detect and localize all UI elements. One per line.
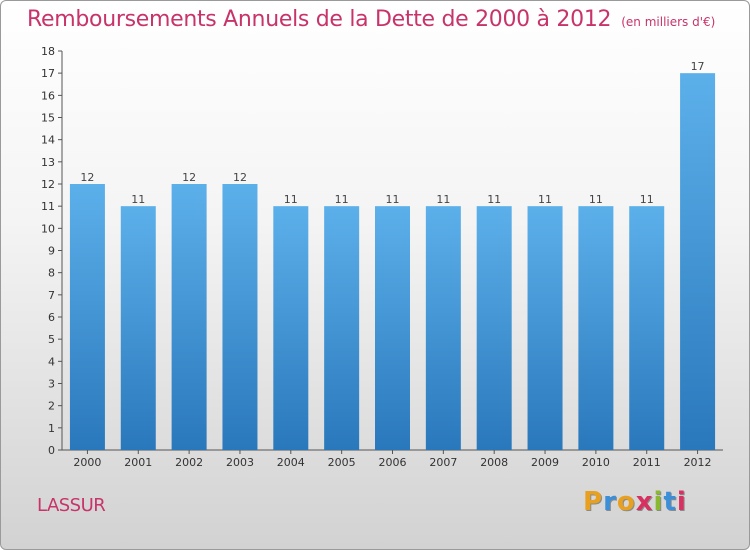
value-label-2005: 11 <box>335 193 349 206</box>
x-tick-label-2004: 2004 <box>277 456 305 469</box>
x-tick-label-2002: 2002 <box>175 456 203 469</box>
x-tick-label-2010: 2010 <box>582 456 610 469</box>
x-tick-label-2009: 2009 <box>531 456 559 469</box>
bar-2001 <box>120 206 156 450</box>
x-tick-label-2001: 2001 <box>124 456 152 469</box>
bar-2006 <box>375 206 410 450</box>
y-tick-label: 18 <box>41 45 55 58</box>
bar-2003 <box>222 184 258 450</box>
value-label-2002: 12 <box>182 171 196 184</box>
logo-letter: o <box>616 487 636 517</box>
logo-letter: i <box>676 487 687 517</box>
y-tick-label: 15 <box>41 112 55 125</box>
logo-letter: i <box>653 487 664 517</box>
logo-letter: t <box>663 487 677 517</box>
value-label-2000: 12 <box>80 171 94 184</box>
y-tick-label: 0 <box>48 444 55 457</box>
bar-2000 <box>69 184 105 450</box>
value-label-2004: 11 <box>284 193 298 206</box>
value-label-2010: 11 <box>589 193 603 206</box>
y-tick-label: 13 <box>41 156 55 169</box>
logo-letter: x <box>635 487 654 517</box>
value-label-2008: 11 <box>487 193 501 206</box>
bar-2010 <box>578 206 614 450</box>
bar-2012 <box>680 73 716 451</box>
chart-title: Remboursements Annuels de la Dette de 20… <box>27 7 715 32</box>
y-tick-label: 17 <box>41 67 55 80</box>
y-tick-label: 3 <box>48 378 55 391</box>
x-tick-label-2003: 2003 <box>226 456 254 469</box>
value-label-2009: 11 <box>538 193 552 206</box>
bar-2007 <box>425 206 461 450</box>
y-tick-label: 9 <box>48 245 55 258</box>
x-tick-label-2000: 2000 <box>73 456 101 469</box>
x-tick-label-2007: 2007 <box>429 456 457 469</box>
y-tick-label: 12 <box>41 178 55 191</box>
y-tick-label: 2 <box>48 400 55 413</box>
chart-bars: 12 11 12 12 11 11 11 11 11 11 11 11 17 <box>69 60 716 451</box>
y-tick-label: 4 <box>48 355 55 368</box>
y-tick-label: 10 <box>41 222 55 235</box>
chart-title-text: Remboursements Annuels de la Dette de 20… <box>27 7 612 32</box>
y-tick-label: 11 <box>41 200 55 213</box>
value-label-2012: 17 <box>691 60 705 73</box>
x-tick-label-2011: 2011 <box>633 456 661 469</box>
value-label-2011: 11 <box>640 193 654 206</box>
bar-2002 <box>171 184 207 450</box>
y-tick-label: 1 <box>48 422 55 435</box>
x-tick-label-2008: 2008 <box>480 456 508 469</box>
y-tick-label: 7 <box>48 289 55 302</box>
y-tick-label: 14 <box>41 134 55 147</box>
y-tick-label: 6 <box>48 311 55 324</box>
x-tick-label-2012: 2012 <box>684 456 712 469</box>
value-label-2007: 11 <box>436 193 450 206</box>
proxiti-logo: Proxiti <box>583 487 687 517</box>
y-tick-label: 8 <box>48 267 55 280</box>
value-label-2001: 11 <box>131 193 145 206</box>
bar-2005 <box>324 206 360 450</box>
bar-2008 <box>476 206 512 450</box>
bar-2011 <box>629 206 665 450</box>
bar-2004 <box>273 206 309 450</box>
chart-subtitle: (en milliers d'€) <box>621 15 716 29</box>
city-name: LASSUR <box>37 495 106 516</box>
x-tick-label-2006: 2006 <box>379 456 407 469</box>
logo-letter: r <box>603 487 617 517</box>
y-tick-label: 5 <box>48 333 55 346</box>
value-label-2006: 11 <box>386 193 400 206</box>
y-tick-label: 16 <box>41 89 55 102</box>
value-label-2003: 12 <box>233 171 247 184</box>
bar-2009 <box>527 206 563 450</box>
logo-letter: P <box>583 487 604 517</box>
x-tick-label-2005: 2005 <box>328 456 356 469</box>
